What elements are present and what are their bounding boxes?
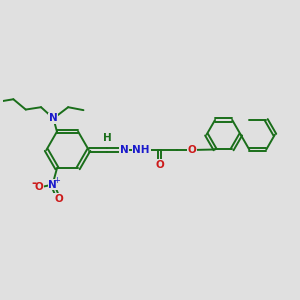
Text: NH: NH — [132, 145, 150, 155]
Text: N: N — [48, 180, 57, 190]
Text: O: O — [188, 145, 196, 155]
Text: N: N — [49, 113, 58, 123]
Text: N: N — [120, 145, 128, 155]
Text: O: O — [155, 160, 164, 170]
Text: -: - — [32, 177, 37, 190]
Text: O: O — [35, 182, 44, 193]
Text: +: + — [53, 176, 60, 185]
Text: O: O — [54, 194, 63, 204]
Text: H: H — [103, 133, 111, 143]
